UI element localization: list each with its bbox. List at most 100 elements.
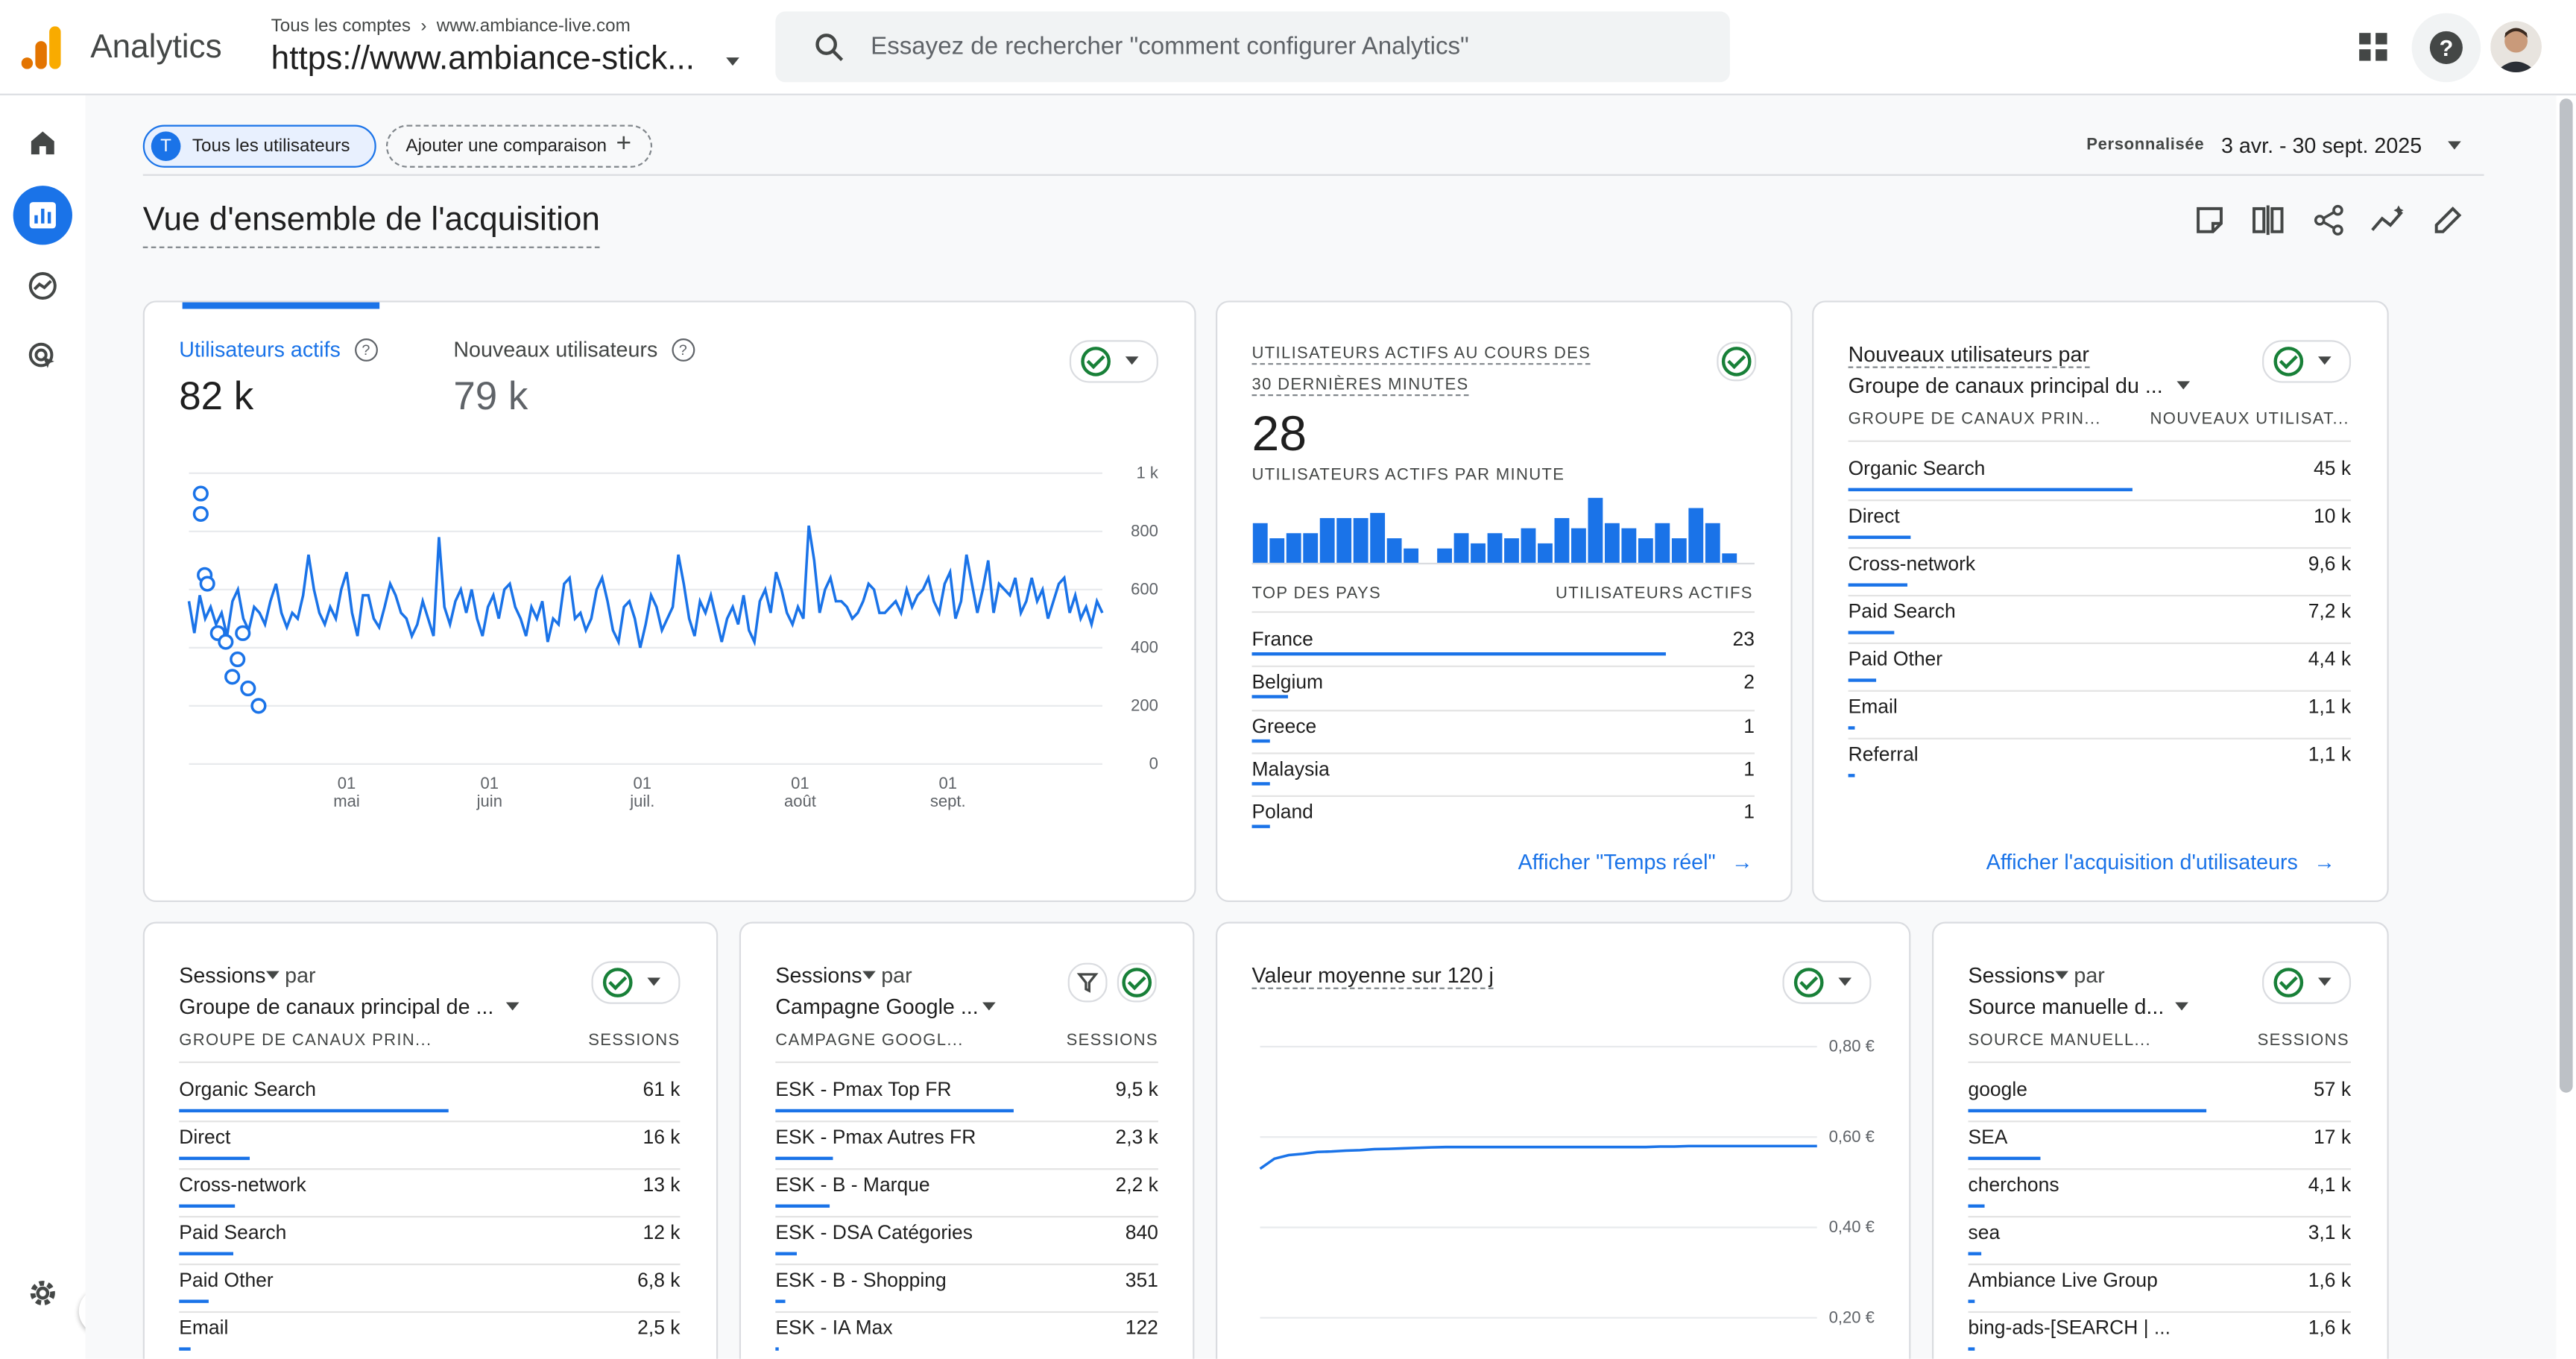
ltv-title[interactable]: Valeur moyenne sur 120 j: [1251, 963, 1494, 989]
table-row[interactable]: ESK - B - Marque 2,2 k: [775, 1170, 1158, 1218]
realtime-link[interactable]: Afficher "Temps réel" →: [1518, 850, 1753, 874]
anomaly-marker: [230, 651, 246, 668]
table-row[interactable]: Paid Other 4,4 k: [1848, 644, 2352, 692]
col2-header: SESSIONS: [1066, 1032, 1158, 1050]
table-row[interactable]: Email 1,1 k: [1848, 692, 2352, 740]
tab-new-users[interactable]: Nouveaux utilisateurs ? 79 k: [453, 335, 733, 419]
row-value: 4,1 k: [2308, 1173, 2352, 1196]
segment-chip[interactable]: T Tous les utilisateurs: [142, 124, 376, 168]
data-quality-status[interactable]: [591, 961, 681, 1004]
data-quality-status[interactable]: [2262, 340, 2352, 383]
table-row[interactable]: cherchons 4,1 k: [1968, 1170, 2352, 1218]
row-divider: [1968, 1216, 2352, 1218]
data-quality-status[interactable]: [1069, 340, 1158, 383]
dimension-selector[interactable]: Source manuelle d...: [1969, 992, 2199, 1022]
app-title[interactable]: Analytics: [90, 29, 222, 66]
page-title[interactable]: Vue d'ensemble de l'acquisition: [142, 202, 600, 248]
table-row[interactable]: sea 3,1 k: [1968, 1217, 2352, 1266]
data-quality-status[interactable]: [1782, 961, 1872, 1004]
table-row[interactable]: Greece 1: [1251, 710, 1755, 754]
metric-label: Sessions: [775, 962, 862, 988]
check-icon: [1721, 347, 1752, 376]
check-circle-icon[interactable]: [1717, 341, 1757, 382]
row-label: cherchons: [1968, 1173, 2059, 1196]
table-row[interactable]: Organic Search 61 k: [179, 1074, 681, 1123]
data-quality-status[interactable]: [2262, 961, 2352, 1004]
row-value: 122: [1125, 1316, 1158, 1340]
dimension-selector[interactable]: Campagne Google ...: [775, 992, 1006, 1022]
table-row[interactable]: google 57 k: [1968, 1074, 2352, 1123]
dimension-selector[interactable]: Groupe de canaux principal de ...: [179, 992, 532, 1022]
avatar[interactable]: [2490, 21, 2542, 72]
row-divider: [1968, 1311, 2352, 1314]
advertising-icon[interactable]: [13, 327, 72, 386]
note-icon[interactable]: [2195, 206, 2225, 244]
property-selector[interactable]: https://www.ambiance-stick...: [271, 41, 748, 81]
minute-bar: [1504, 538, 1519, 564]
table-row[interactable]: Cross-network 9,6 k: [1848, 549, 2352, 597]
metric-selector[interactable]: Sessions par: [775, 963, 972, 989]
reports-icon[interactable]: [13, 186, 72, 245]
edit-icon[interactable]: [2431, 204, 2464, 245]
help-icon[interactable]: ?: [671, 338, 695, 362]
table-row[interactable]: ESK - Pmax Autres FR 2,3 k: [775, 1122, 1158, 1170]
row-divider: [1848, 737, 2352, 740]
table-row[interactable]: Referral 1,1 k: [1848, 740, 2351, 787]
home-icon[interactable]: [13, 113, 72, 172]
search-input[interactable]: Essayez de rechercher "comment configure…: [871, 33, 1469, 61]
tab-active-users[interactable]: Utilisateurs actifs ? 82 k: [179, 335, 426, 419]
table-row[interactable]: Email 2,5 k: [179, 1313, 680, 1359]
user-acquisition-link[interactable]: Afficher l'acquisition d'utilisateurs →: [1986, 850, 2335, 874]
table-row[interactable]: France 23: [1251, 625, 1755, 668]
dimension-selector[interactable]: Groupe de canaux principal du ...: [1849, 371, 2202, 401]
scrollbar[interactable]: [2559, 98, 2573, 1093]
row-value: 351: [1125, 1268, 1158, 1292]
insights-icon[interactable]: [2371, 204, 2407, 245]
table-row[interactable]: Poland 1: [1251, 797, 1755, 840]
table-row[interactable]: Paid Search 7,2 k: [1848, 596, 2352, 645]
arrow-right-icon: →: [2314, 849, 2335, 874]
row-label: Paid Other: [1848, 647, 1943, 671]
date-range-picker[interactable]: Personnalisée 3 avr. - 30 sept. 2025: [2083, 131, 2464, 161]
metric-selector[interactable]: Sessions par: [1969, 963, 2165, 989]
table-row[interactable]: Malaysia 1: [1251, 754, 1755, 798]
check-circle-icon: [2273, 347, 2304, 376]
settings-icon[interactable]: [13, 1264, 72, 1322]
x-tick-day: 01: [338, 774, 356, 792]
table-row[interactable]: ESK - IA Max 122: [775, 1313, 1158, 1359]
table-row[interactable]: Paid Other 6,8 k: [179, 1265, 681, 1314]
filter-icon[interactable]: [1067, 962, 1108, 1003]
table-row[interactable]: ESK - B - Shopping 351: [775, 1265, 1158, 1314]
date-range-value: 3 avr. - 30 sept. 2025: [2220, 133, 2422, 158]
row-label: Malaysia: [1251, 757, 1330, 781]
metric-selector[interactable]: Sessions par: [179, 963, 376, 989]
table-row[interactable]: SEA 17 k: [1968, 1122, 2352, 1170]
row-label: France: [1251, 627, 1313, 651]
row-value: 12 k: [643, 1220, 681, 1244]
table-row[interactable]: Ambiance Live Group 1,6 k: [1968, 1265, 2352, 1314]
row-proportion-bar: [1968, 1347, 1975, 1351]
add-comparison-button[interactable]: Ajouter une comparaison +: [385, 124, 653, 168]
table-row[interactable]: Organic Search 45 k: [1848, 453, 2352, 502]
breadcrumb-accounts[interactable]: Tous les comptes: [271, 16, 411, 37]
help-icon[interactable]: ?: [2411, 13, 2481, 83]
table-row[interactable]: Direct 16 k: [179, 1122, 681, 1170]
analytics-logo-icon[interactable]: [21, 26, 64, 69]
table-row[interactable]: Paid Search 12 k: [179, 1217, 681, 1266]
check-circle-icon[interactable]: [1117, 962, 1157, 1003]
apps-grid-icon[interactable]: [2359, 33, 2389, 71]
table-row[interactable]: Cross-network 13 k: [179, 1170, 681, 1218]
breadcrumb-property[interactable]: www.ambiance-live.com: [436, 16, 631, 37]
help-icon[interactable]: ?: [354, 338, 378, 362]
table-row[interactable]: ESK - Pmax Top FR 9,5 k: [775, 1074, 1158, 1123]
table-row[interactable]: bing-ads-[SEARCH | ... 1,6 k: [1968, 1313, 2351, 1359]
table-row[interactable]: Direct 10 k: [1848, 501, 2352, 549]
compare-icon[interactable]: [2253, 204, 2285, 245]
table-row[interactable]: ESK - DSA Catégories 840: [775, 1217, 1158, 1266]
minute-bar: [1521, 528, 1536, 564]
share-icon[interactable]: [2313, 204, 2346, 245]
table-row[interactable]: Belgium 2: [1251, 668, 1755, 711]
breadcrumb[interactable]: Tous les comptes › www.ambiance-live.com: [271, 16, 631, 36]
search-box[interactable]: Essayez de rechercher "comment configure…: [775, 11, 1730, 83]
explore-icon[interactable]: [13, 256, 72, 315]
